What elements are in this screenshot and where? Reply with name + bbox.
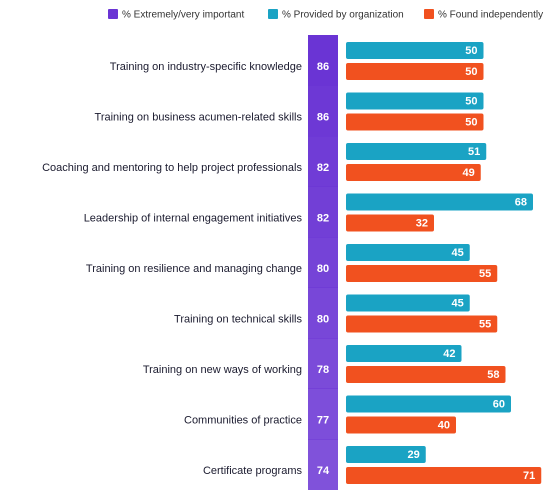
legend-swatch — [108, 9, 118, 19]
category-label: Training on resilience and managing chan… — [86, 263, 302, 275]
bar — [346, 315, 498, 333]
data-label: 55 — [479, 268, 491, 280]
data-label: 32 — [416, 217, 428, 229]
data-label: 42 — [443, 348, 455, 360]
importance-cell — [308, 35, 338, 86]
category-label: Communities of practice — [184, 414, 302, 426]
data-label: 82 — [317, 162, 329, 174]
data-label: 40 — [438, 419, 450, 431]
data-label: 29 — [408, 449, 420, 461]
importance-cell — [308, 287, 338, 339]
bar — [346, 395, 511, 413]
data-label: 80 — [317, 263, 329, 275]
bar — [346, 416, 456, 434]
data-label: 50 — [465, 66, 477, 78]
bar — [346, 63, 484, 80]
bar — [346, 294, 470, 312]
data-label: 80 — [317, 313, 329, 325]
importance-cell — [308, 338, 338, 389]
category-label: Training on business acumen-related skil… — [95, 111, 303, 123]
bar — [346, 345, 462, 362]
category-label: Training on industry-specific knowledge — [110, 61, 302, 73]
category-label: Training on technical skills — [174, 313, 302, 325]
bar — [346, 92, 484, 110]
data-label: 82 — [317, 212, 329, 224]
bar — [346, 164, 481, 181]
importance-cell — [308, 388, 338, 440]
data-label: 77 — [317, 414, 329, 426]
bar — [346, 113, 484, 131]
bar — [346, 214, 434, 232]
legend-label: % Provided by organization — [282, 10, 404, 21]
category-label: Coaching and mentoring to help project p… — [42, 162, 302, 174]
data-label: 45 — [452, 247, 464, 259]
category-label: Certificate programs — [203, 465, 303, 477]
importance-cell — [308, 237, 338, 288]
data-label: 58 — [487, 369, 499, 381]
data-label: 71 — [523, 470, 535, 482]
legend-swatch — [424, 9, 434, 19]
data-label: 50 — [465, 95, 477, 107]
legend-label: % Extremely/very important — [122, 10, 244, 21]
bar — [346, 446, 426, 463]
bar — [346, 366, 506, 383]
data-label: 50 — [465, 45, 477, 57]
bar — [346, 467, 542, 484]
data-label: 51 — [468, 146, 480, 158]
importance-cell — [308, 85, 338, 137]
bar — [346, 265, 498, 282]
bar — [346, 193, 533, 211]
data-label: 45 — [452, 297, 464, 309]
data-label: 49 — [463, 167, 475, 179]
data-label: 50 — [465, 116, 477, 128]
data-label: 78 — [317, 364, 329, 376]
importance-cell — [308, 186, 338, 238]
bar — [346, 42, 484, 59]
data-label: 86 — [317, 61, 329, 73]
bar — [346, 244, 470, 261]
importance-cell — [308, 136, 338, 187]
importance-cell — [308, 439, 338, 490]
data-label: 68 — [515, 196, 527, 208]
data-label: 55 — [479, 318, 491, 330]
data-label: 60 — [493, 398, 505, 410]
legend-swatch — [268, 9, 278, 19]
data-label: 86 — [317, 111, 329, 123]
category-label: Leadership of internal engagement initia… — [84, 212, 303, 224]
data-label: 74 — [317, 465, 330, 477]
legend-label: % Found independently — [438, 10, 543, 21]
bar — [346, 143, 487, 160]
category-label: Training on new ways of working — [143, 364, 302, 376]
